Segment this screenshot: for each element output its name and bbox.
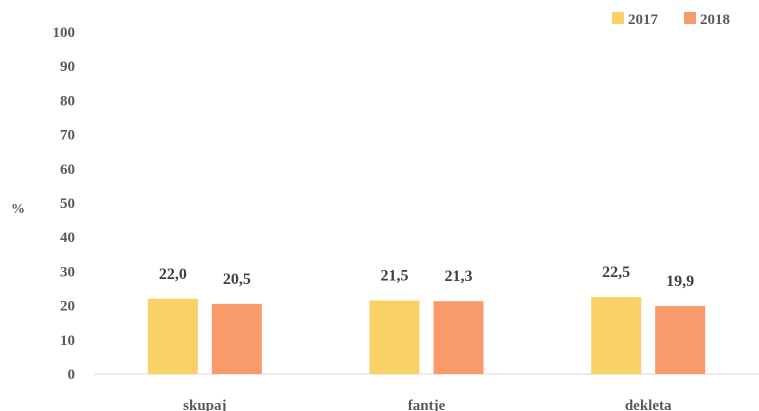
legend-label: 2018	[700, 12, 730, 28]
legend: 2017 2018	[612, 12, 730, 28]
y-tick-label: 70	[60, 128, 75, 144]
bar-2018-fantje	[433, 301, 484, 374]
data-label: 22,0	[159, 266, 187, 283]
data-labels: 22,0 20,5 21,5 21,3 22,5 19,9	[159, 264, 694, 290]
y-tick-label: 40	[60, 230, 75, 246]
data-label: 21,3	[445, 268, 473, 285]
bar-2018-dekleta	[655, 305, 706, 374]
legend-swatch	[684, 12, 696, 24]
y-axis-label: %	[11, 202, 25, 217]
category-label: fantje	[408, 398, 446, 411]
y-axis-ticks: 0 10 20 30 40 50 60 70 80 90 100	[53, 25, 76, 383]
bar-2017-dekleta	[591, 297, 642, 374]
y-tick-label: 20	[60, 299, 75, 315]
data-label: 21,5	[381, 267, 409, 284]
y-tick-label: 100	[53, 25, 76, 41]
legend-label: 2017	[628, 12, 659, 28]
data-label: 22,5	[602, 264, 630, 281]
bars	[147, 297, 706, 374]
y-tick-label: 0	[68, 367, 76, 383]
data-label: 19,9	[666, 273, 694, 290]
y-tick-label: 10	[60, 333, 75, 349]
y-tick-label: 90	[60, 59, 75, 75]
category-label: skupaj	[183, 398, 226, 411]
bar-2018-skupaj	[211, 303, 262, 374]
y-tick-label: 80	[60, 93, 75, 109]
y-tick-label: 50	[60, 196, 75, 212]
category-labels: skupaj fantje dekleta	[183, 398, 672, 411]
bar-2017-skupaj	[147, 298, 198, 374]
y-tick-label: 30	[60, 264, 75, 280]
data-label: 20,5	[223, 271, 251, 288]
bar-2017-fantje	[369, 300, 420, 374]
legend-swatch	[612, 12, 624, 24]
y-tick-label: 60	[60, 162, 75, 178]
category-label: dekleta	[625, 398, 672, 411]
